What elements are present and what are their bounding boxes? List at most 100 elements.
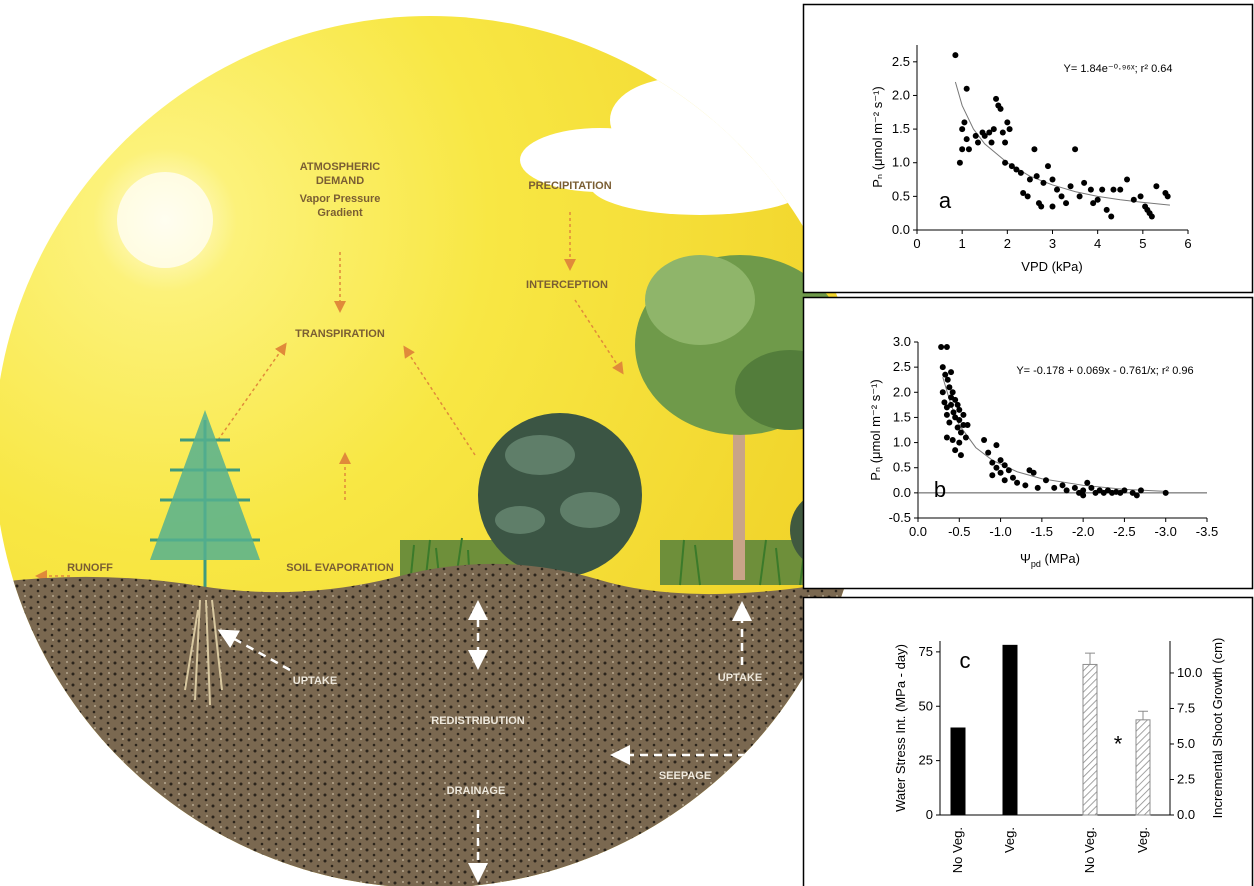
point	[1077, 193, 1083, 199]
point	[1117, 187, 1123, 193]
point	[991, 126, 997, 132]
diagram-label: Vapor Pressure	[300, 193, 381, 205]
point	[1060, 482, 1066, 488]
point	[944, 344, 950, 350]
x-tick-label: 1	[959, 236, 966, 251]
y2-tick-label: 0.0	[1177, 807, 1195, 822]
bar	[1083, 664, 1097, 815]
diagram-label: REDISTRIBUTION	[431, 715, 525, 727]
point	[1051, 485, 1057, 491]
y2-tick-label: 10.0	[1177, 665, 1202, 680]
y2-tick-label: 5.0	[1177, 736, 1195, 751]
point	[1072, 485, 1078, 491]
y-tick-label: 3.0	[893, 334, 911, 349]
y-tick-label: 2.5	[893, 359, 911, 374]
point	[1031, 146, 1037, 152]
diagram-label: DEMAND	[316, 175, 364, 187]
point	[998, 470, 1004, 476]
point	[1104, 207, 1110, 213]
x-tick-label: 4	[1094, 236, 1101, 251]
panel-label: a	[939, 188, 952, 213]
point	[1002, 462, 1008, 468]
point	[1022, 482, 1028, 488]
point	[1027, 177, 1033, 183]
point	[1002, 140, 1008, 146]
y-tick-label: 0.0	[892, 222, 910, 237]
point	[1050, 177, 1056, 183]
point	[1165, 193, 1171, 199]
x-axis-label: VPD (kPa)	[1021, 259, 1082, 274]
y-tick-label: 75	[919, 644, 933, 659]
y-axis-label: Water Stress Int. (MPa - day)	[893, 644, 908, 812]
page: ATMOSPHERIC DEMAND Vapor Pressure Gradie…	[0, 0, 1254, 886]
diagram-label: SOIL EVAPORATION	[286, 562, 394, 574]
point	[948, 369, 954, 375]
panel-label: c	[960, 648, 971, 673]
point	[1068, 183, 1074, 189]
point	[946, 384, 952, 390]
diagram-label: UPTAKE	[718, 672, 762, 684]
point	[1138, 487, 1144, 493]
x-tick-label: -1.0	[989, 524, 1011, 539]
point	[981, 437, 987, 443]
x-axis-label-text: (MPa)	[1041, 551, 1080, 566]
x-tick-label: 5	[1139, 236, 1146, 251]
point	[1095, 197, 1101, 203]
x-tick-label: -2.0	[1072, 524, 1094, 539]
point	[1088, 187, 1094, 193]
y2-tick-label: 2.5	[1177, 771, 1195, 786]
point	[965, 422, 971, 428]
point	[1121, 487, 1127, 493]
point	[975, 140, 981, 146]
point	[1138, 193, 1144, 199]
point	[1108, 214, 1114, 220]
point	[1072, 146, 1078, 152]
figure: ATMOSPHERIC DEMAND Vapor Pressure Gradie…	[0, 0, 1254, 886]
point	[1110, 187, 1116, 193]
bar	[1136, 720, 1150, 815]
y-tick-label: 0.0	[893, 485, 911, 500]
point	[963, 435, 969, 441]
point	[956, 417, 962, 423]
point	[1084, 480, 1090, 486]
x-tick-label: -3.5	[1196, 524, 1218, 539]
point	[952, 447, 958, 453]
illustration: ATMOSPHERIC DEMAND Vapor Pressure Gradie…	[0, 0, 880, 886]
point	[944, 435, 950, 441]
point	[993, 96, 999, 102]
point	[938, 344, 944, 350]
point	[1063, 200, 1069, 206]
x-tick-label: No Veg.	[950, 827, 965, 873]
y-tick-label: 0	[926, 807, 933, 822]
point	[944, 412, 950, 418]
x-tick-label: 3	[1049, 236, 1056, 251]
point	[1064, 487, 1070, 493]
point	[1059, 193, 1065, 199]
point	[955, 424, 961, 430]
point	[993, 442, 999, 448]
point	[945, 377, 951, 383]
point	[1124, 177, 1130, 183]
y-axis-label: Pₙ (μmol m⁻² s⁻¹)	[870, 86, 885, 188]
y-tick-label: 50	[919, 698, 933, 713]
x-axis-label-symbol: Ψ	[1020, 551, 1031, 566]
x-tick-label: Veg.	[1002, 827, 1017, 853]
diagram-label: RUNOFF	[67, 562, 113, 574]
point	[1000, 129, 1006, 135]
point	[1149, 214, 1155, 220]
diagram-label: Gradient	[317, 207, 363, 219]
point	[998, 457, 1004, 463]
y-tick-label: 2.0	[892, 87, 910, 102]
y-tick-label: 2.5	[892, 54, 910, 69]
point	[1034, 173, 1040, 179]
point	[998, 106, 1004, 112]
point	[966, 146, 972, 152]
point	[985, 450, 991, 456]
y-tick-label: 2.0	[893, 384, 911, 399]
point	[940, 389, 946, 395]
point	[946, 419, 952, 425]
x-axis-label-subscript: pd	[1031, 559, 1041, 569]
y2-axis-label: Incremental Shoot Growth (cm)	[1210, 638, 1225, 819]
point	[1153, 183, 1159, 189]
equation: Y= 1.84e⁻⁰·⁹⁶ˣ; r² 0.64	[1064, 63, 1173, 75]
